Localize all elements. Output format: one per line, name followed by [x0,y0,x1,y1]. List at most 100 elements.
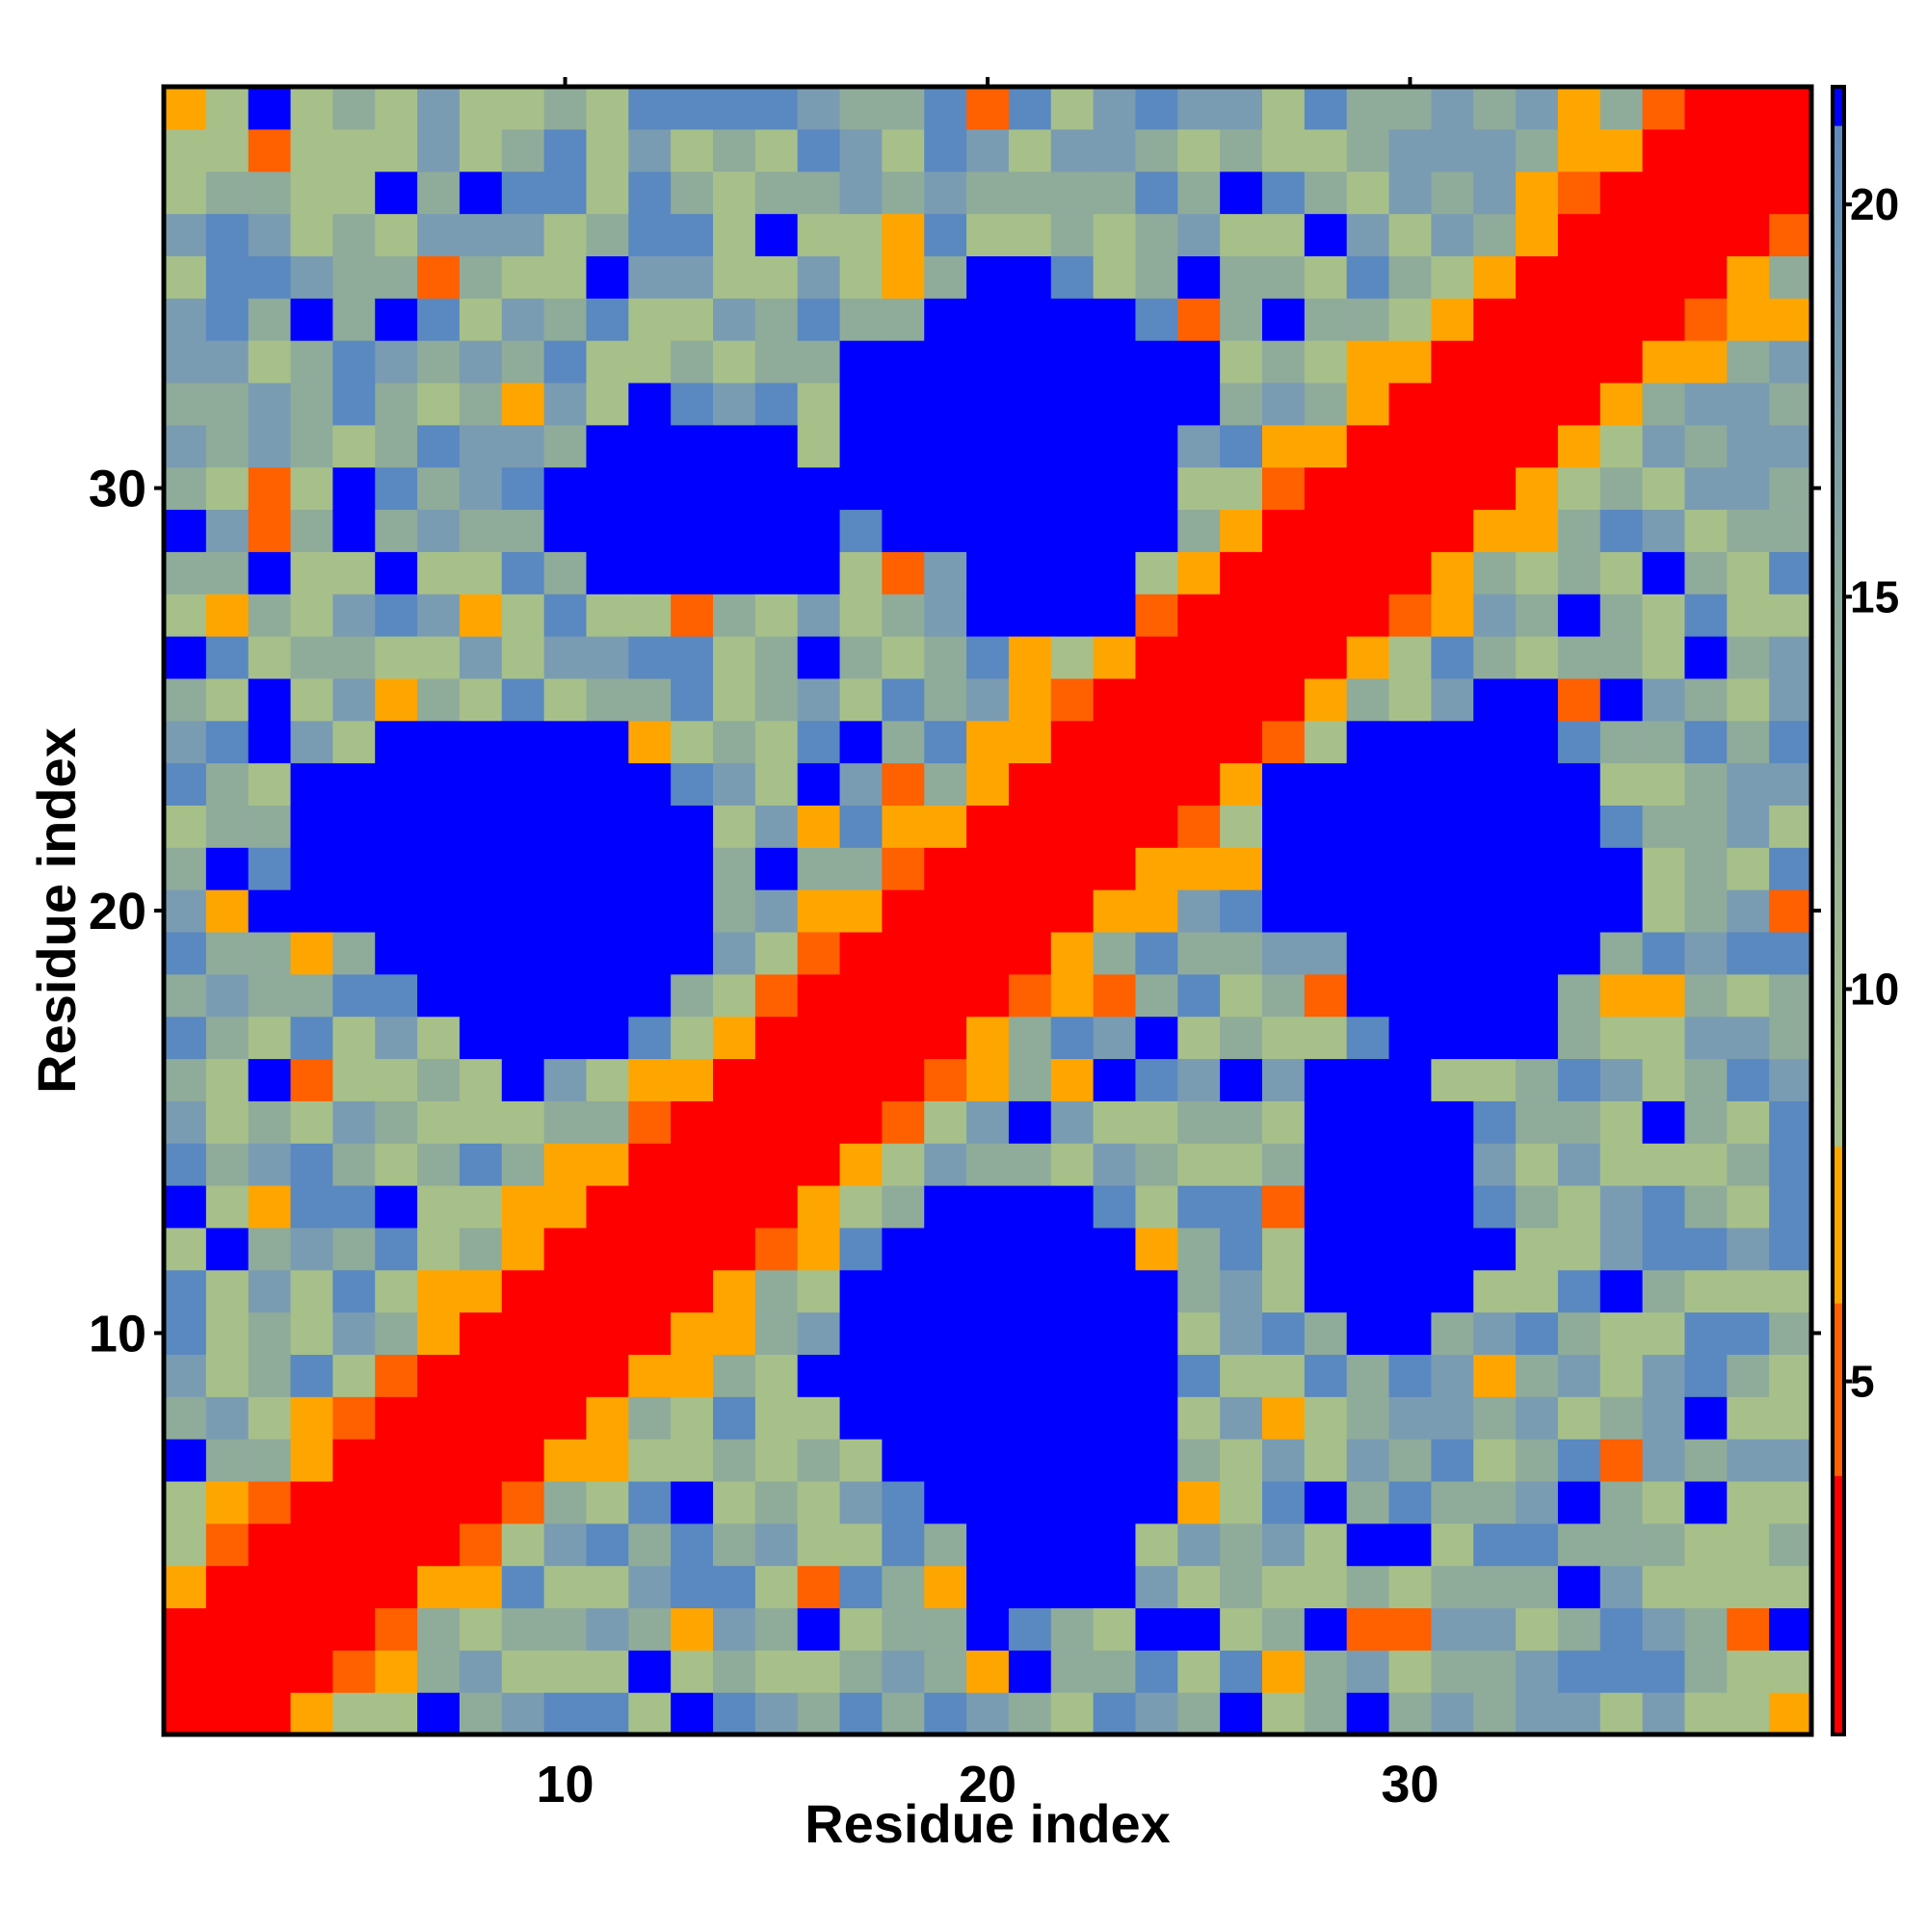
heatmap-cell [1684,973,1728,1018]
heatmap-cell [1727,594,1770,637]
heatmap-cell [1473,340,1517,384]
heatmap-cell [966,805,1010,848]
heatmap-cell [1684,1227,1728,1271]
heatmap-cell [417,171,461,215]
heatmap-cell [248,1311,292,1355]
heatmap-cell [543,594,588,637]
heatmap-cell [501,424,545,468]
heatmap-cell [459,1480,503,1524]
heatmap-cell [586,509,629,552]
heatmap-cell [417,973,461,1018]
heatmap-cell [839,1607,883,1651]
heatmap-cell [164,1354,207,1397]
heatmap-cell [1727,1185,1770,1229]
heatmap-cell [1008,1227,1052,1271]
heatmap-cell [1516,382,1559,426]
heatmap-cell [1220,1607,1263,1651]
heatmap-cell [671,340,714,384]
heatmap-cell [1050,594,1095,637]
heatmap-cell [501,87,545,130]
heatmap-cell [459,677,503,722]
heatmap-cell [882,1269,925,1313]
heatmap-cell [1135,255,1178,299]
heatmap-cell [1684,594,1728,637]
heatmap-cell [205,171,250,215]
heatmap-cell [586,255,629,299]
heatmap-cell [1220,509,1263,552]
heatmap-cell [713,1522,756,1567]
heatmap-cell [543,298,588,341]
heatmap-cell [1262,636,1306,679]
heatmap-cell [839,1396,883,1440]
heatmap-cell [839,889,883,933]
heatmap-cell [628,847,672,890]
heatmap-cell [1220,973,1263,1018]
heatmap-cell [248,594,292,637]
heatmap-cell [924,1311,967,1355]
heatmap-cell [1431,340,1474,384]
heatmap-cell [966,551,1010,595]
heatmap-cell [754,1522,799,1567]
heatmap-cell [1431,1227,1474,1271]
heatmap-cell [375,1269,418,1313]
heatmap-cell [882,762,925,806]
heatmap-cell [1262,1269,1306,1313]
heatmap-cell [1684,1354,1728,1397]
heatmap-cell [924,1143,967,1186]
heatmap-cell [1599,424,1644,468]
heatmap-cell [417,1311,461,1355]
heatmap-cell [1346,1100,1390,1144]
heatmap-cell [205,87,250,130]
heatmap-cell [543,762,588,806]
heatmap-cell [417,1439,461,1482]
heatmap-cell [1642,255,1686,299]
heatmap-cell [1135,1692,1178,1735]
heatmap-cell [797,1480,841,1524]
heatmap-cell [543,1650,588,1693]
heatmap-cell [1727,1311,1770,1355]
heatmap-cell [1177,1100,1221,1144]
heatmap-cell [1642,509,1686,552]
heatmap-cell [966,1522,1010,1567]
heatmap-cell [332,298,376,341]
heatmap-cell [628,1311,672,1355]
heatmap-cell [205,1607,250,1651]
heatmap-cell [1516,1692,1559,1735]
heatmap-cell [375,847,418,890]
heatmap-cell [290,382,333,426]
heatmap-cell [1727,1016,1770,1060]
heatmap-cell [1262,1100,1306,1144]
heatmap-cell [1008,1143,1052,1186]
heatmap-cell [628,424,672,468]
heatmap-cell [713,847,756,890]
heatmap-cell [1346,128,1390,172]
heatmap-cell [164,509,207,552]
heatmap-cell [1557,466,1601,511]
heatmap-cell [459,340,503,384]
heatmap-cell [1262,87,1306,130]
heatmap-cell [1557,509,1601,552]
heatmap-cell [248,1692,292,1735]
heatmap-cell [1220,466,1263,511]
heatmap-cell [1516,1650,1559,1693]
heatmap-cell [586,213,629,256]
heatmap-cell [966,466,1010,511]
heatmap-cell [1516,1269,1559,1313]
heatmap-cell [839,509,883,552]
heatmap-cell [671,1480,714,1524]
heatmap-cell [1093,636,1137,679]
heatmap-cell [1769,87,1812,130]
heatmap-cell [501,973,545,1018]
heatmap-cell [671,1522,714,1567]
heatmap-cell [1388,340,1432,384]
heatmap-cell [1220,551,1263,595]
heatmap-cell [459,720,503,764]
heatmap-cell [1727,171,1770,215]
heatmap-cell [797,636,841,679]
heatmap-cell [1388,466,1432,511]
heatmap-cell [1050,171,1095,215]
heatmap-cell [1473,1565,1517,1609]
heatmap-cell [1135,466,1178,511]
heatmap-cell [628,171,672,215]
heatmap-cell [713,213,756,256]
